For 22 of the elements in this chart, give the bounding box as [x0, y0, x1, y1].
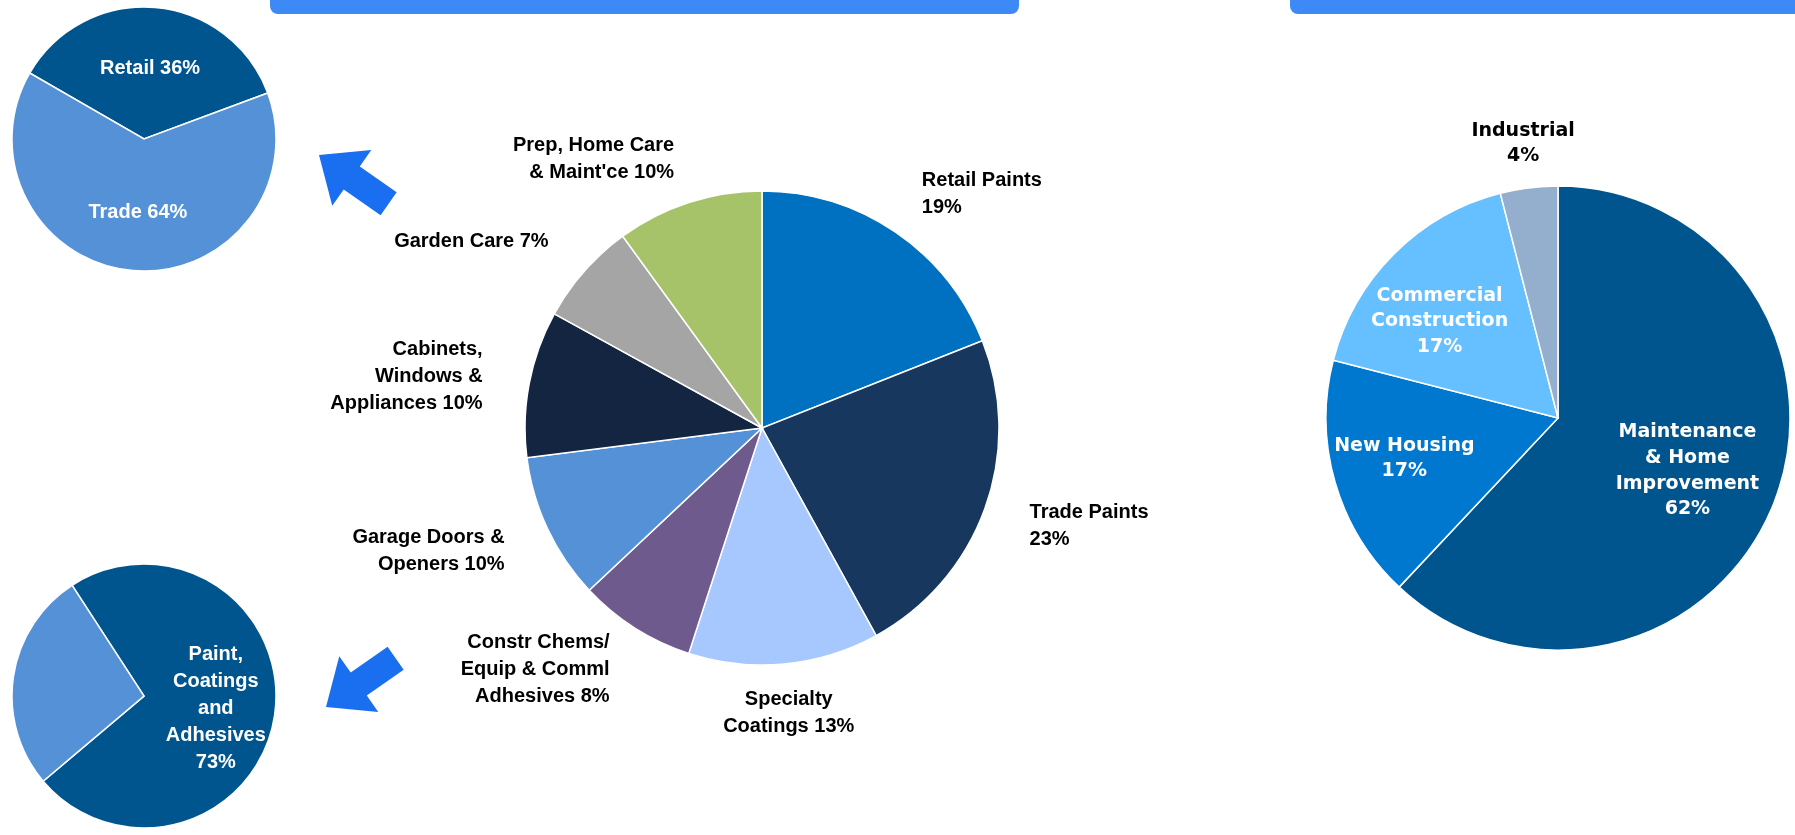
slice-label: Prep, Home Care & Maint'ce 10% — [512, 133, 675, 183]
data-label: 19% — [921, 195, 963, 218]
slice-label: Cabinets, Windows & Appliances 10% — [330, 336, 483, 413]
data-label: 62% — [1664, 496, 1711, 519]
data-label: 23% — [1029, 526, 1070, 549]
slice-label: Maintenance & Home Improvement — [1615, 419, 1760, 493]
data-label: 4% — [1506, 143, 1540, 166]
slice-label: Garage Doors & Openers 10% — [352, 524, 505, 574]
slice-label: Trade Paints — [1029, 499, 1149, 522]
data-label: 17% — [1381, 458, 1428, 481]
slice-label: Commercial Construction — [1370, 282, 1509, 331]
slice-label: Retail Paints — [921, 168, 1042, 191]
slice-label: New Housing — [1334, 432, 1475, 455]
slice-label: Paint, Coatings and Adhesives — [165, 641, 266, 745]
slice-label: Specialty Coatings 13% — [723, 686, 855, 736]
data-label: 17% — [1416, 333, 1463, 356]
slice-label: Garden Care 7% — [394, 228, 549, 251]
data-label: 73% — [195, 749, 237, 772]
slice-label: Trade 64% — [88, 200, 188, 223]
slice-label: Industrial — [1471, 117, 1575, 140]
slice-label: Constr Chems/ Equip & Comml Adhesives 8% — [460, 630, 611, 707]
slice-label: Retail 36% — [100, 55, 201, 78]
